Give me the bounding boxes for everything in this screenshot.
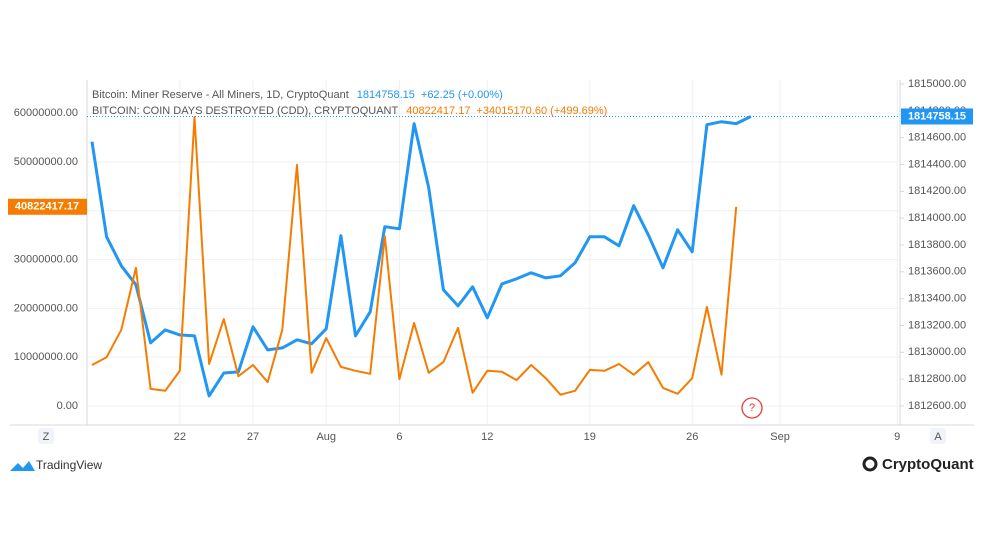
- last-value-badge: [901, 108, 973, 125]
- button-bg[interactable]: [38, 428, 54, 444]
- y2-tick-label: 1813200.00: [908, 319, 966, 331]
- cq-logo-icon: [862, 456, 878, 472]
- legend-name: BITCOIN: COIN DAYS DESTROYED (CDD), CRYP…: [92, 105, 398, 117]
- y-tick-label: 50000000.00: [14, 156, 78, 168]
- button-bg[interactable]: [930, 428, 946, 444]
- x-tick-label: 12: [481, 431, 493, 443]
- x-tick-label: Sep: [770, 431, 790, 443]
- y2-tick-label: 1814600.00: [908, 132, 966, 144]
- y2-tick-label: 1813600.00: [908, 266, 966, 278]
- x-tick-label: 26: [686, 431, 698, 443]
- cq-logo[interactable]: CryptoQuant: [882, 456, 974, 473]
- help-icon[interactable]: [741, 397, 763, 419]
- legend-row: Bitcoin: Miner Reserve - All Miners, 1D,…: [92, 89, 503, 101]
- y2-tick-label: 1815000.00: [908, 78, 966, 90]
- legend-name: Bitcoin: Miner Reserve - All Miners, 1D,…: [92, 89, 349, 101]
- legend-row: BITCOIN: COIN DAYS DESTROYED (CDD), CRYP…: [92, 105, 607, 117]
- y2-tick-label: 1814000.00: [908, 212, 966, 224]
- left-button[interactable]: Z: [43, 431, 50, 443]
- series-line: [90, 115, 752, 398]
- grid: [87, 80, 900, 425]
- y2-tick-label: 1812600.00: [908, 400, 966, 412]
- legend-value: 1814758.15: [357, 89, 415, 101]
- plot-area: [87, 115, 900, 398]
- x-tick-label: 27: [247, 431, 259, 443]
- y-tick-label: 60000000.00: [14, 107, 78, 119]
- y-tick-label: 30000000.00: [14, 253, 78, 265]
- last-value-label: 40822417.17: [15, 201, 79, 213]
- x-tick-label: 9: [894, 431, 900, 443]
- y-tick-label: 20000000.00: [14, 302, 78, 314]
- y2-tick-label: 1814200.00: [908, 185, 966, 197]
- y2-tick-label: 1813400.00: [908, 293, 966, 305]
- help-text[interactable]: ?: [749, 402, 755, 414]
- y2-tick-label: 1813000.00: [908, 346, 966, 358]
- y2-tick-label: 1812800.00: [908, 373, 966, 385]
- tv-logo-icon: [10, 461, 35, 471]
- y2-tick-label: 1813800.00: [908, 239, 966, 251]
- last-value-label: 1814758.15: [908, 110, 966, 122]
- tv-logo[interactable]: TradingView: [36, 458, 102, 472]
- legend-value: 40822417.17: [406, 105, 470, 117]
- right-button[interactable]: A: [934, 431, 942, 443]
- last-value-badge: [8, 198, 87, 215]
- x-tick-label: 6: [396, 431, 402, 443]
- x-tick-label: Aug: [316, 431, 336, 443]
- x-tick-label: 22: [174, 431, 186, 443]
- y2-tick-label: 1814400.00: [908, 158, 966, 170]
- series-line: [91, 116, 738, 396]
- legend-change: +34015170.60 (+499.69%): [476, 105, 607, 117]
- y-tick-label: 0.00: [57, 400, 78, 412]
- legend-change: +62.25 (+0.00%): [421, 89, 503, 101]
- x-tick-label: 19: [584, 431, 596, 443]
- y-tick-label: 10000000.00: [14, 351, 78, 363]
